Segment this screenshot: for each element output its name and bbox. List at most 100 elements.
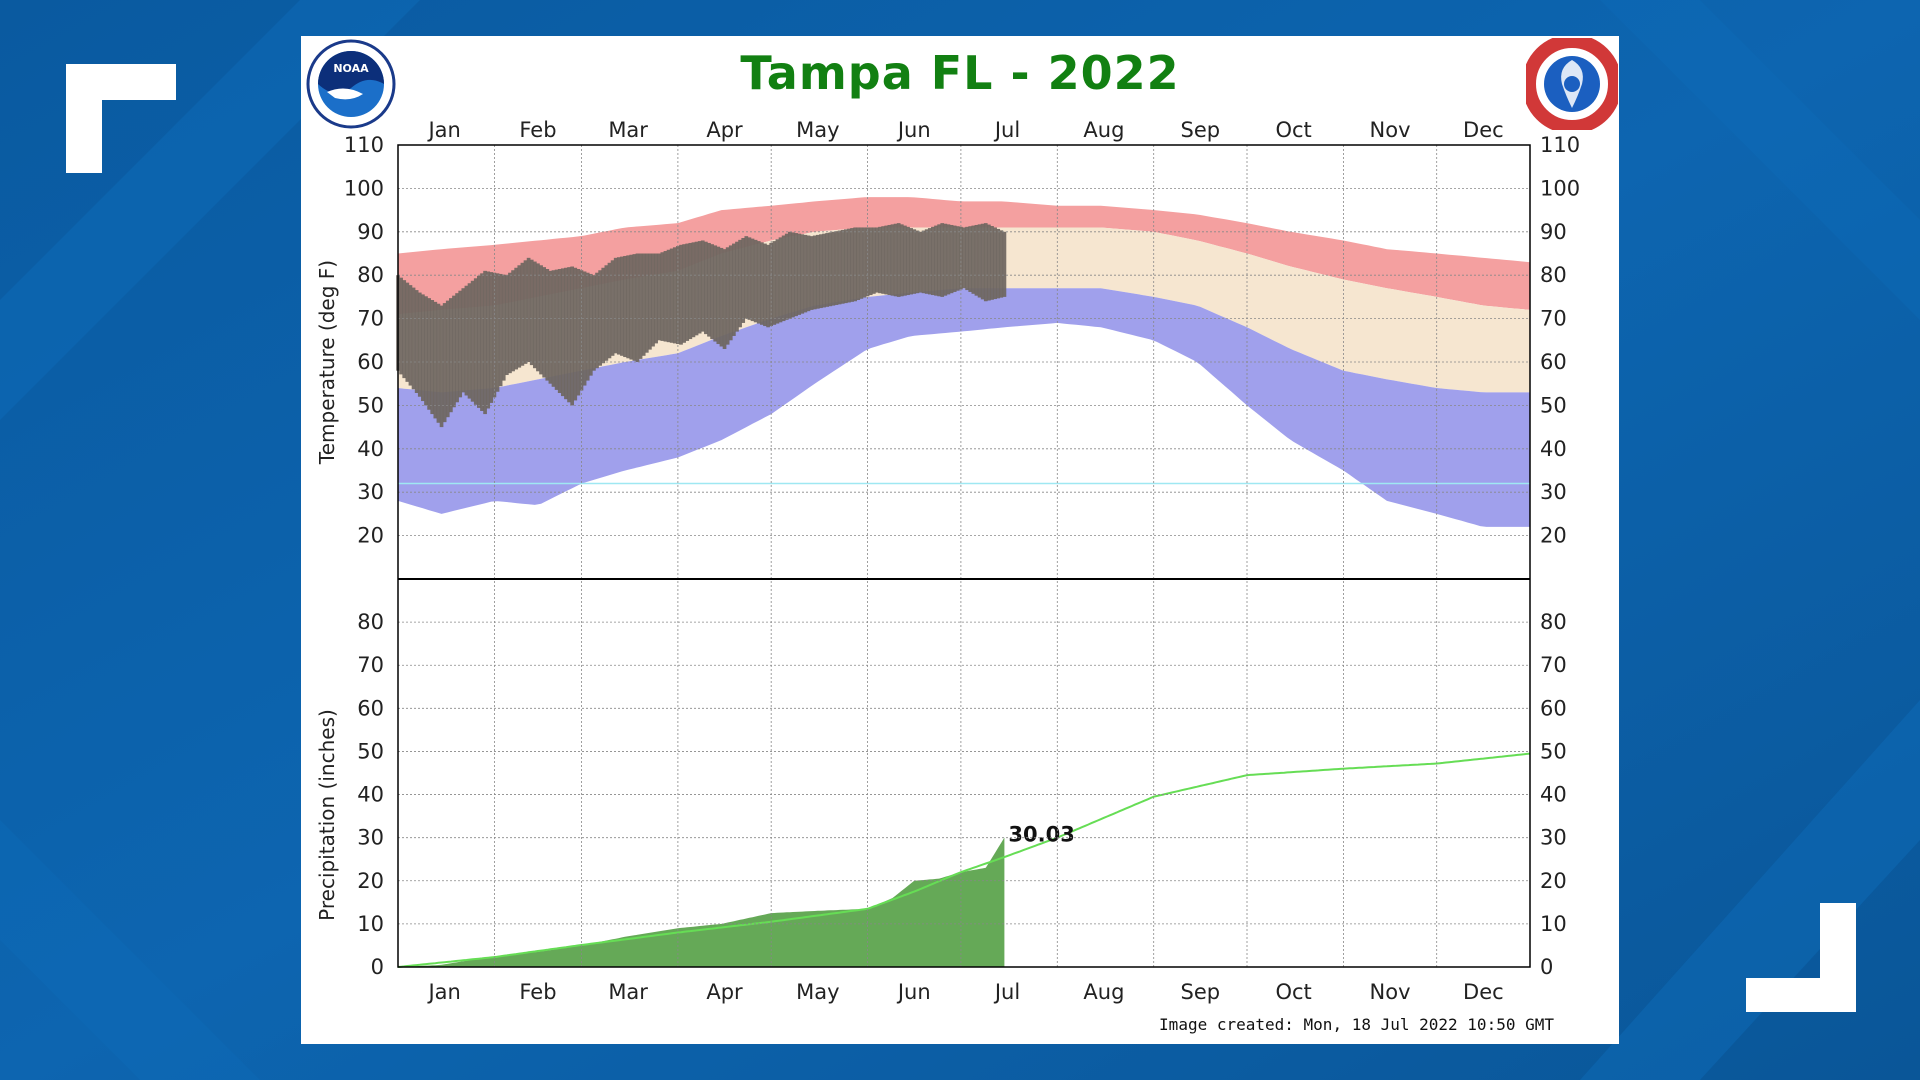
precip-tick-label-left: 40 <box>357 783 384 807</box>
observed-temp-bar <box>691 242 696 338</box>
precip-tick-label-left: 50 <box>357 739 384 763</box>
month-label-bottom: Aug <box>1083 980 1124 1004</box>
observed-temp-bar <box>940 223 945 297</box>
observed-temp-bar <box>651 253 655 347</box>
observed-temp-bar <box>632 254 637 361</box>
observed-temp-bar <box>402 280 407 379</box>
observed-temp-bar <box>592 275 596 371</box>
observed-temp-bar <box>912 229 917 294</box>
month-label-top: Apr <box>706 118 743 142</box>
observed-temp-bar <box>893 223 898 297</box>
observed-temp-bar <box>427 298 431 410</box>
precip-tick-label-right: 30 <box>1540 826 1567 850</box>
observed-temp-bar <box>791 232 795 318</box>
month-label-top: Feb <box>519 118 556 142</box>
observed-temp-bar <box>405 282 410 382</box>
month-label-top: Mar <box>608 118 648 142</box>
observed-temp-bar <box>871 227 876 294</box>
temp-tick-label-right: 50 <box>1540 393 1567 417</box>
observed-temp-bar <box>716 246 721 345</box>
observed-temp-bar <box>648 253 652 350</box>
observed-temp-bar <box>856 227 861 300</box>
observed-temp-bar <box>638 253 643 359</box>
observed-temp-bar <box>445 300 450 418</box>
month-label-top: Dec <box>1463 118 1504 142</box>
observed-temp-bar <box>722 249 727 349</box>
observed-temp-bar <box>999 230 1004 298</box>
temp-tick-label-right: 110 <box>1540 133 1580 157</box>
observed-temp-bar <box>719 247 724 347</box>
observed-temp-bar <box>819 234 823 309</box>
observed-temp-bar <box>676 246 680 345</box>
observed-temp-bar <box>741 238 746 323</box>
temp-tick-label-left: 110 <box>344 133 384 157</box>
observed-temp-bar <box>682 244 686 343</box>
observed-temp-bar <box>784 233 789 320</box>
observed-temp-bar <box>750 238 755 322</box>
observed-temp-bar <box>532 261 537 369</box>
observed-temp-bar <box>517 265 522 368</box>
precip-tick-label-left: 20 <box>357 869 384 893</box>
observed-temp-bar <box>859 227 864 299</box>
temp-tick-label-right: 70 <box>1540 307 1567 331</box>
observed-temp-bar <box>607 262 612 359</box>
observed-temp-bar <box>545 269 550 381</box>
observed-temp-bar <box>601 267 606 364</box>
observed-temp-bar <box>937 224 941 297</box>
observed-temp-bar <box>467 283 472 399</box>
temp-tick-label-right: 40 <box>1540 437 1567 461</box>
temp-tick-label-left: 50 <box>357 393 384 417</box>
observed-temp-bar <box>831 231 836 306</box>
image-created-credit: Image created: Mon, 18 Jul 2022 10:50 GM… <box>1159 1015 1554 1034</box>
temp-tick-label-left: 80 <box>357 263 384 287</box>
observed-temp-bar <box>710 244 714 340</box>
observed-temp-bar <box>626 255 630 359</box>
observed-temp-bar <box>436 303 441 423</box>
observed-temp-bar <box>735 241 739 332</box>
temp-tick-label-left: 30 <box>357 480 384 504</box>
observed-temp-bar <box>539 265 543 375</box>
observed-temp-bar <box>868 227 873 296</box>
month-label-bottom: Apr <box>706 980 743 1004</box>
observed-temp-bar <box>598 270 602 366</box>
month-label-bottom: Jun <box>896 980 931 1004</box>
observed-temp-bar <box>529 259 534 366</box>
observed-temp-bar <box>439 305 444 428</box>
precip-tick-label-right: 10 <box>1540 912 1567 936</box>
temperature-axis-label: Temperature (deg F) <box>315 259 339 465</box>
precip-tick-label-right: 70 <box>1540 653 1567 677</box>
observed-temp-bar <box>495 273 500 392</box>
observed-temp-bar <box>679 244 683 345</box>
month-label-top: Aug <box>1083 118 1124 142</box>
observed-temp-bar <box>542 267 547 378</box>
observed-temp-bar <box>595 272 599 369</box>
chart-card: 30.03 20 20 30 30 40 40 50 50 60 60 70 70 80 80 90 90 10… <box>301 36 1619 1044</box>
month-label-bottom: Mar <box>608 980 648 1004</box>
observed-temp-bar <box>477 275 481 408</box>
observed-temp-bar <box>644 253 649 353</box>
observed-temp-bar <box>461 288 466 393</box>
observed-temp-bar <box>455 293 459 403</box>
normal-range-band <box>398 227 1530 393</box>
observed-temp-bar <box>417 292 422 397</box>
observed-temp-bar <box>834 231 839 305</box>
observed-temp-bar <box>884 225 889 295</box>
record-low-band <box>398 288 1530 527</box>
observed-temp-bar <box>899 224 904 297</box>
observed-temp-bar <box>763 243 767 327</box>
observed-temp-bar <box>828 232 833 307</box>
precip-tick-label-left: 60 <box>357 696 384 720</box>
observed-temp-bar <box>523 260 528 364</box>
noaa-logo-text: NOAA <box>333 62 369 75</box>
month-label-bottom: Sep <box>1181 980 1221 1004</box>
observed-temp-bar <box>952 225 957 292</box>
temp-tick-label-left: 40 <box>357 437 384 461</box>
observed-temp-bar <box>797 233 802 315</box>
observed-temp-bar <box>738 239 742 328</box>
observed-temp-bar <box>411 287 416 390</box>
observed-temp-bar <box>536 263 540 372</box>
temp-tick-label-left: 20 <box>357 524 384 548</box>
temp-tick-label-right: 100 <box>1540 176 1580 200</box>
observed-temp-bar <box>660 252 665 341</box>
observed-temp-bar <box>470 280 475 402</box>
